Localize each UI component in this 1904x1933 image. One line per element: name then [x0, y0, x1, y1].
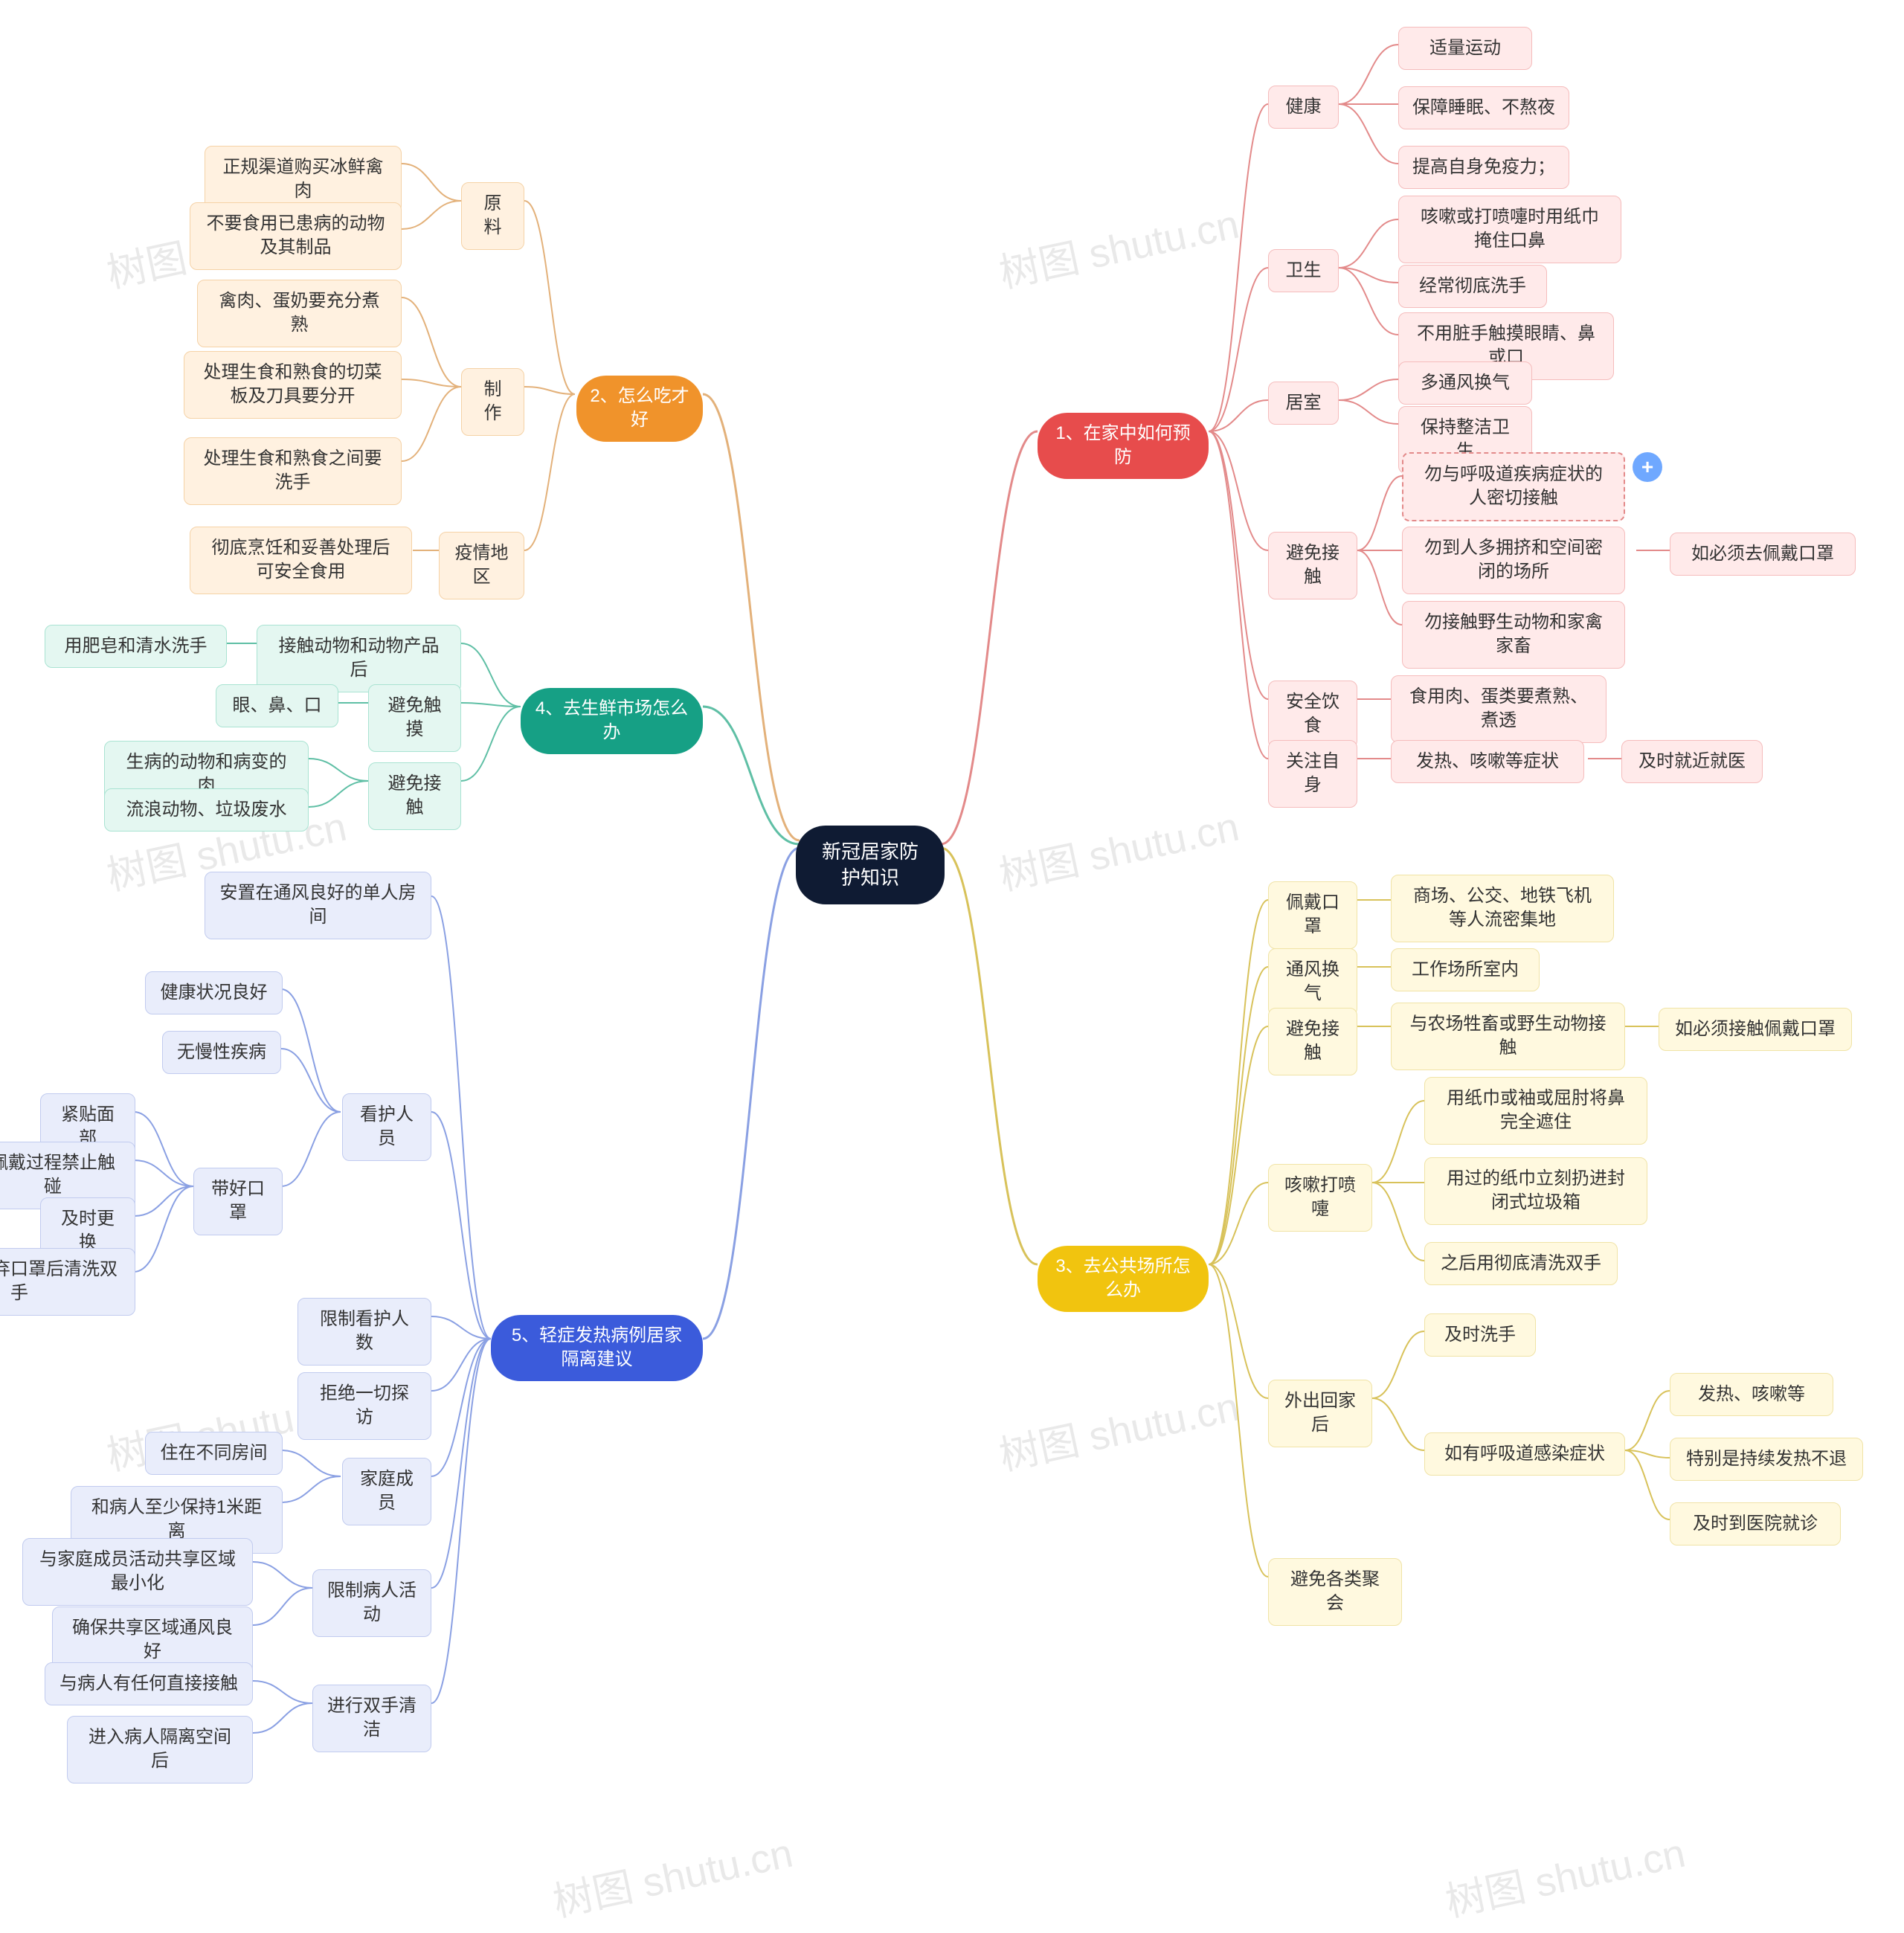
- leaf: 不要食用已患病的动物及其制品: [190, 202, 402, 270]
- branch-5[interactable]: 5、轻症发热病例居家隔离建议: [491, 1315, 703, 1381]
- leaf: 与农场牲畜或野生动物接触: [1391, 1003, 1625, 1070]
- leaf: 健康状况良好: [145, 971, 283, 1014]
- leaf: 眼、鼻、口: [216, 684, 338, 727]
- leaf: 咳嗽或打喷嚏时用纸巾掩住口鼻: [1398, 196, 1621, 263]
- leaf: 商场、公交、地铁飞机等人流密集地: [1391, 875, 1614, 942]
- b1-self[interactable]: 关注自身: [1268, 740, 1357, 808]
- leaf: 限制看护人数: [298, 1298, 431, 1366]
- leaf: 勿接触野生动物和家禽家畜: [1402, 601, 1625, 669]
- leaf: 禽肉、蛋奶要充分煮熟: [197, 280, 402, 347]
- b1-avoid[interactable]: 避免接触: [1268, 532, 1357, 599]
- leaf: 摘下及丢弃口罩后清洗双手: [0, 1248, 135, 1316]
- leaf: 发热、咳嗽等症状: [1391, 740, 1584, 783]
- watermark: 树图 shutu.cn: [993, 794, 1243, 901]
- leaf: 及时就近就医: [1621, 740, 1763, 783]
- b2-raw[interactable]: 原料: [461, 182, 524, 250]
- mindmap-canvas: 树图 shutu.cn 树图 shutu.cn 树图 shutu.cn 树图 s…: [0, 0, 1904, 1933]
- b4-avoid-touch[interactable]: 避免触摸: [368, 684, 461, 752]
- leaf: 安置在通风良好的单人房间: [205, 872, 431, 939]
- watermark: 树图 shutu.cn: [1439, 1820, 1689, 1928]
- leaf: 及时洗手: [1424, 1313, 1536, 1357]
- b3-mask[interactable]: 佩戴口罩: [1268, 881, 1357, 949]
- leaf: 发热、咳嗽等: [1670, 1373, 1833, 1416]
- leaf: 进入病人隔离空间后: [67, 1716, 253, 1784]
- branch-4[interactable]: 4、去生鲜市场怎么办: [521, 688, 703, 754]
- leaf: 用纸巾或袖或屈肘将鼻完全遮住: [1424, 1077, 1647, 1145]
- b5-family[interactable]: 家庭成员: [342, 1458, 431, 1525]
- leaf: 与家庭成员活动共享区域最小化: [22, 1538, 253, 1606]
- leaf: 处理生食和熟食之间要洗手: [184, 437, 402, 505]
- leaf: 彻底烹饪和妥善处理后可安全食用: [190, 527, 412, 594]
- leaf: 工作场所室内: [1391, 948, 1540, 991]
- b4-avoid-contact[interactable]: 避免接触: [368, 762, 461, 830]
- b2-epidemic[interactable]: 疫情地区: [439, 532, 524, 599]
- add-node-icon[interactable]: +: [1633, 452, 1662, 482]
- leaf: 如必须去佩戴口罩: [1670, 533, 1856, 576]
- branch-1[interactable]: 1、在家中如何预防: [1038, 413, 1209, 479]
- b3-avoid[interactable]: 避免接触: [1268, 1008, 1357, 1075]
- leaf: 及时到医院就诊: [1670, 1502, 1841, 1546]
- leaf: 之后用彻底清洗双手: [1424, 1242, 1618, 1285]
- leaf: 保障睡眠、不熬夜: [1398, 86, 1569, 129]
- leaf: 与病人有任何直接接触: [45, 1662, 253, 1705]
- root-node[interactable]: 新冠居家防护知识: [796, 826, 945, 904]
- branch-2[interactable]: 2、怎么吃才好: [576, 376, 703, 442]
- leaf: 如必须接触佩戴口罩: [1659, 1008, 1852, 1051]
- leaf: 多通风换气: [1398, 361, 1532, 405]
- branch-3[interactable]: 3、去公共场所怎么办: [1038, 1246, 1209, 1312]
- leaf: 勿到人多拥挤和空间密闭的场所: [1402, 527, 1625, 594]
- b5-hand-clean[interactable]: 进行双手清洁: [312, 1685, 431, 1752]
- watermark: 树图 shutu.cn: [993, 1374, 1243, 1482]
- b3-vent[interactable]: 通风换气: [1268, 948, 1357, 1016]
- leaf: 流浪动物、垃圾废水: [104, 788, 309, 832]
- leaf: 住在不同房间: [145, 1432, 283, 1475]
- leaf: 特别是持续发热不退: [1670, 1438, 1863, 1481]
- leaf: 提高自身免疫力；: [1398, 146, 1569, 189]
- leaf: 经常彻底洗手: [1398, 265, 1547, 308]
- b1-health[interactable]: 健康: [1268, 86, 1339, 129]
- leaf: 拒绝一切探访: [298, 1372, 431, 1440]
- leaf: 食用肉、蛋类要煮熟、煮透: [1391, 675, 1606, 743]
- b5-mask[interactable]: 带好口罩: [193, 1168, 283, 1235]
- leaf: 处理生食和熟食的切菜板及刀具要分开: [184, 351, 402, 419]
- b4-after-touch[interactable]: 接触动物和动物产品后: [257, 625, 461, 692]
- b3-sneeze[interactable]: 咳嗽打喷嚏: [1268, 1164, 1372, 1232]
- b1-room[interactable]: 居室: [1268, 382, 1339, 425]
- b5-caregiver[interactable]: 看护人员: [342, 1093, 431, 1161]
- leaf: 如有呼吸道感染症状: [1424, 1432, 1625, 1476]
- leaf-selected[interactable]: 勿与呼吸道疾病症状的人密切接触: [1402, 452, 1625, 521]
- leaf: 无慢性疾病: [162, 1031, 281, 1074]
- leaf: 适量运动: [1398, 27, 1532, 70]
- b1-hygiene[interactable]: 卫生: [1268, 249, 1339, 292]
- leaf: 用过的纸巾立刻扔进封闭式垃圾箱: [1424, 1157, 1647, 1225]
- b3-after-out[interactable]: 外出回家后: [1268, 1380, 1372, 1447]
- watermark: 树图 shutu.cn: [993, 191, 1243, 299]
- b2-make[interactable]: 制作: [461, 368, 524, 436]
- b5-limit-move[interactable]: 限制病人活动: [312, 1569, 431, 1637]
- b1-diet[interactable]: 安全饮食: [1268, 681, 1357, 748]
- leaf: 用肥皂和清水洗手: [45, 625, 227, 668]
- watermark: 树图 shutu.cn: [547, 1820, 797, 1928]
- b3-gather[interactable]: 避免各类聚会: [1268, 1558, 1402, 1626]
